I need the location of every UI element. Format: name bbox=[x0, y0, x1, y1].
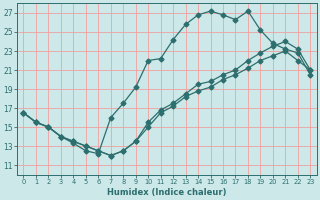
X-axis label: Humidex (Indice chaleur): Humidex (Indice chaleur) bbox=[107, 188, 227, 197]
